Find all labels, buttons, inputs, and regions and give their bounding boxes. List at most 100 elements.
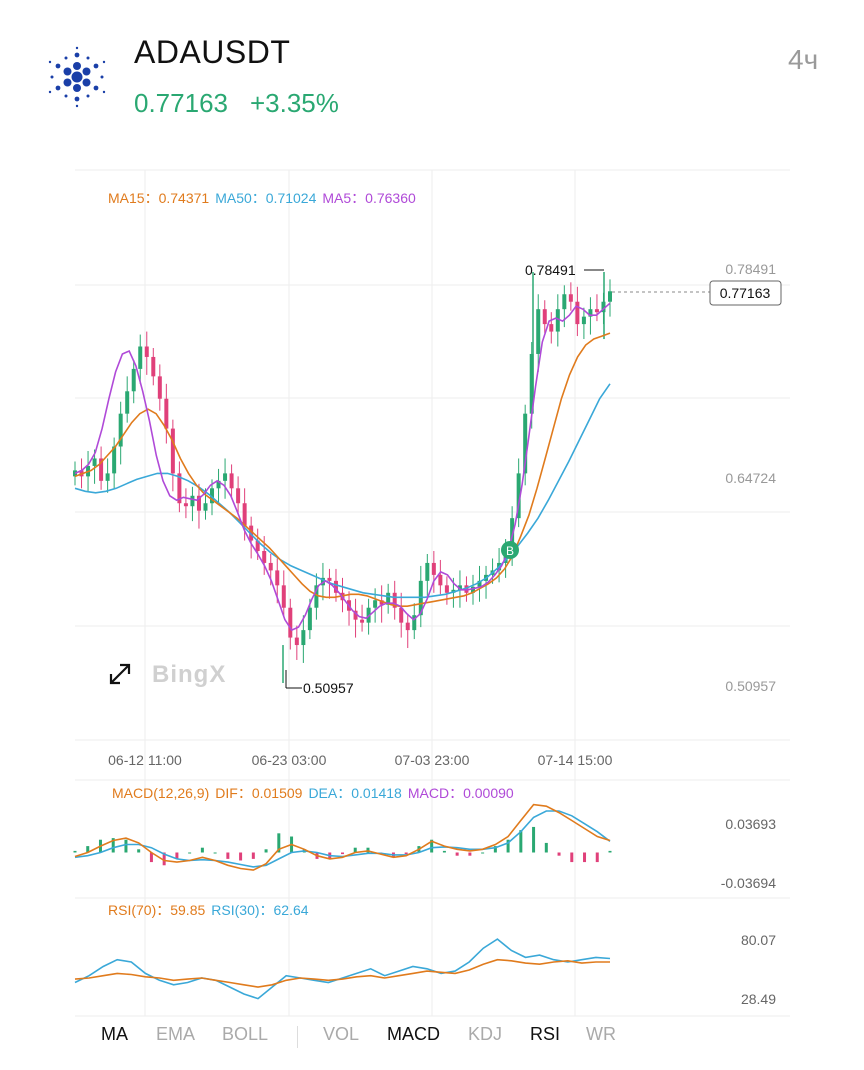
rsi-axis-label: 80.07 — [741, 932, 776, 948]
candle-body — [99, 458, 104, 481]
macd-histogram-bar — [251, 852, 255, 859]
candle-body — [412, 615, 417, 631]
current-price-tag-text: 0.77163 — [720, 285, 771, 301]
symbol-title: ADAUSDT — [134, 34, 291, 70]
macd-histogram-bar — [86, 846, 90, 853]
tab-kdj[interactable]: KDJ — [468, 1024, 503, 1044]
tab-vol[interactable]: VOL — [323, 1024, 360, 1044]
time-axis-label: 07-14 15:00 — [538, 752, 613, 768]
buy-marker-label: B — [506, 544, 514, 558]
candle-body — [118, 413, 123, 447]
current-price-tag — [709, 280, 782, 306]
candle-body — [568, 294, 573, 302]
tab-rsi[interactable]: RSI — [530, 1024, 561, 1044]
price-axis-label: 0.64724 — [725, 470, 776, 486]
ma15-label: MA15： — [108, 190, 159, 206]
candle-body — [223, 473, 228, 481]
tab-macd[interactable]: MACD — [387, 1024, 440, 1044]
candle-body — [262, 551, 267, 563]
tab-ma[interactable]: MA — [101, 1024, 128, 1044]
ma5-label: MA5： — [322, 190, 365, 206]
candle-body — [360, 619, 365, 623]
macd-histogram-bar — [455, 852, 459, 856]
candle-body — [138, 346, 143, 369]
candle-body — [392, 592, 397, 608]
tab-boll[interactable]: BOLL — [222, 1024, 269, 1044]
macd-label: MACD： — [408, 785, 463, 801]
candle-body — [105, 473, 110, 481]
fullscreen-expand-icon[interactable] — [109, 663, 131, 685]
time-axis-label: 07-03 23:00 — [395, 752, 470, 768]
price-axis-label: 0.78491 — [725, 261, 776, 277]
macd-histogram-bar — [149, 852, 153, 863]
candle-body — [203, 503, 208, 511]
macd-histogram-bar — [175, 852, 179, 859]
rsi30-line — [74, 938, 611, 1000]
candle-body — [386, 592, 391, 605]
candle-body — [320, 577, 325, 586]
buy-marker-icon[interactable] — [501, 541, 519, 559]
tab-ema[interactable]: EMA — [156, 1024, 196, 1044]
candle-body — [373, 600, 378, 608]
candle-body — [92, 458, 97, 466]
macd-histogram-bar — [493, 846, 497, 853]
candle-body — [549, 324, 554, 332]
candle-body — [608, 291, 612, 302]
candle-body — [307, 607, 312, 631]
candle-body — [327, 577, 332, 581]
price-axis-label: 0.50957 — [725, 678, 776, 694]
candle-body — [281, 585, 286, 608]
bingx-watermark: BingX — [152, 661, 226, 688]
candle-body — [470, 586, 475, 593]
macd-value: 0.00090 — [463, 785, 514, 801]
candle-body — [353, 610, 358, 620]
macd-axis-label: 0.03693 — [725, 816, 776, 832]
candle-body — [562, 294, 567, 310]
ma50-line — [74, 383, 611, 599]
last-price: 0.77163 — [134, 88, 228, 118]
macd-histogram-bar — [430, 839, 434, 853]
candle-body — [542, 309, 547, 325]
macd-histogram-bar — [277, 833, 281, 853]
tab-wr[interactable]: WR — [586, 1024, 616, 1044]
ma15-value: 0.74371 — [159, 190, 210, 206]
macd-axis-label: -0.03694 — [721, 875, 776, 891]
macd-histogram-bar — [264, 849, 268, 853]
candle-body — [144, 346, 149, 357]
macd-histogram-bar — [532, 826, 536, 853]
macd-histogram-bar — [341, 852, 344, 855]
ma5-value: 0.76360 — [365, 190, 416, 206]
macd-title: MACD(12,26,9) — [112, 785, 209, 801]
time-axis-label: 06-23 03:00 — [252, 752, 327, 768]
candle-body — [151, 356, 156, 377]
ma15-line — [74, 332, 611, 608]
macd-histogram-bar — [442, 850, 446, 853]
candle-body — [229, 473, 234, 489]
interval-selector[interactable]: 4ч — [788, 44, 819, 75]
candle-body — [112, 446, 117, 474]
macd-histogram-bar — [200, 847, 204, 853]
tab-divider — [297, 1026, 298, 1048]
candle-body — [425, 562, 430, 581]
candle-body — [536, 309, 541, 354]
macd-legend: MACD(12,26,9) DIF：0.01509 DEA：0.01418 MACD：… — [112, 785, 514, 801]
rsi30-label: RSI(30)： — [211, 902, 273, 918]
candle-body — [288, 607, 293, 638]
candle-body — [190, 495, 195, 507]
candle-body — [457, 585, 462, 590]
macd-histogram-bar — [73, 850, 77, 853]
low-label: 0.50957 — [303, 680, 354, 696]
macd-dea-line — [74, 810, 611, 868]
macd-histogram-bar — [595, 852, 599, 863]
ma50-value: 0.71024 — [266, 190, 317, 206]
rsi70-label: RSI(70)： — [108, 902, 170, 918]
dif-value: 0.01509 — [252, 785, 303, 801]
candle-body — [183, 503, 188, 507]
price-change: +3.35% — [249, 88, 339, 118]
candle-body — [131, 368, 136, 392]
price-chart[interactable]: MA15：0.74371 MA50：0.71024 MA5：0.76360 0.78… — [0, 150, 864, 1070]
candle-body — [125, 391, 130, 414]
macd-histogram-bar — [506, 839, 510, 853]
candle-body — [242, 503, 247, 526]
rsi-legend: RSI(70)：59.85 RSI(30)：62.64 — [108, 902, 309, 918]
